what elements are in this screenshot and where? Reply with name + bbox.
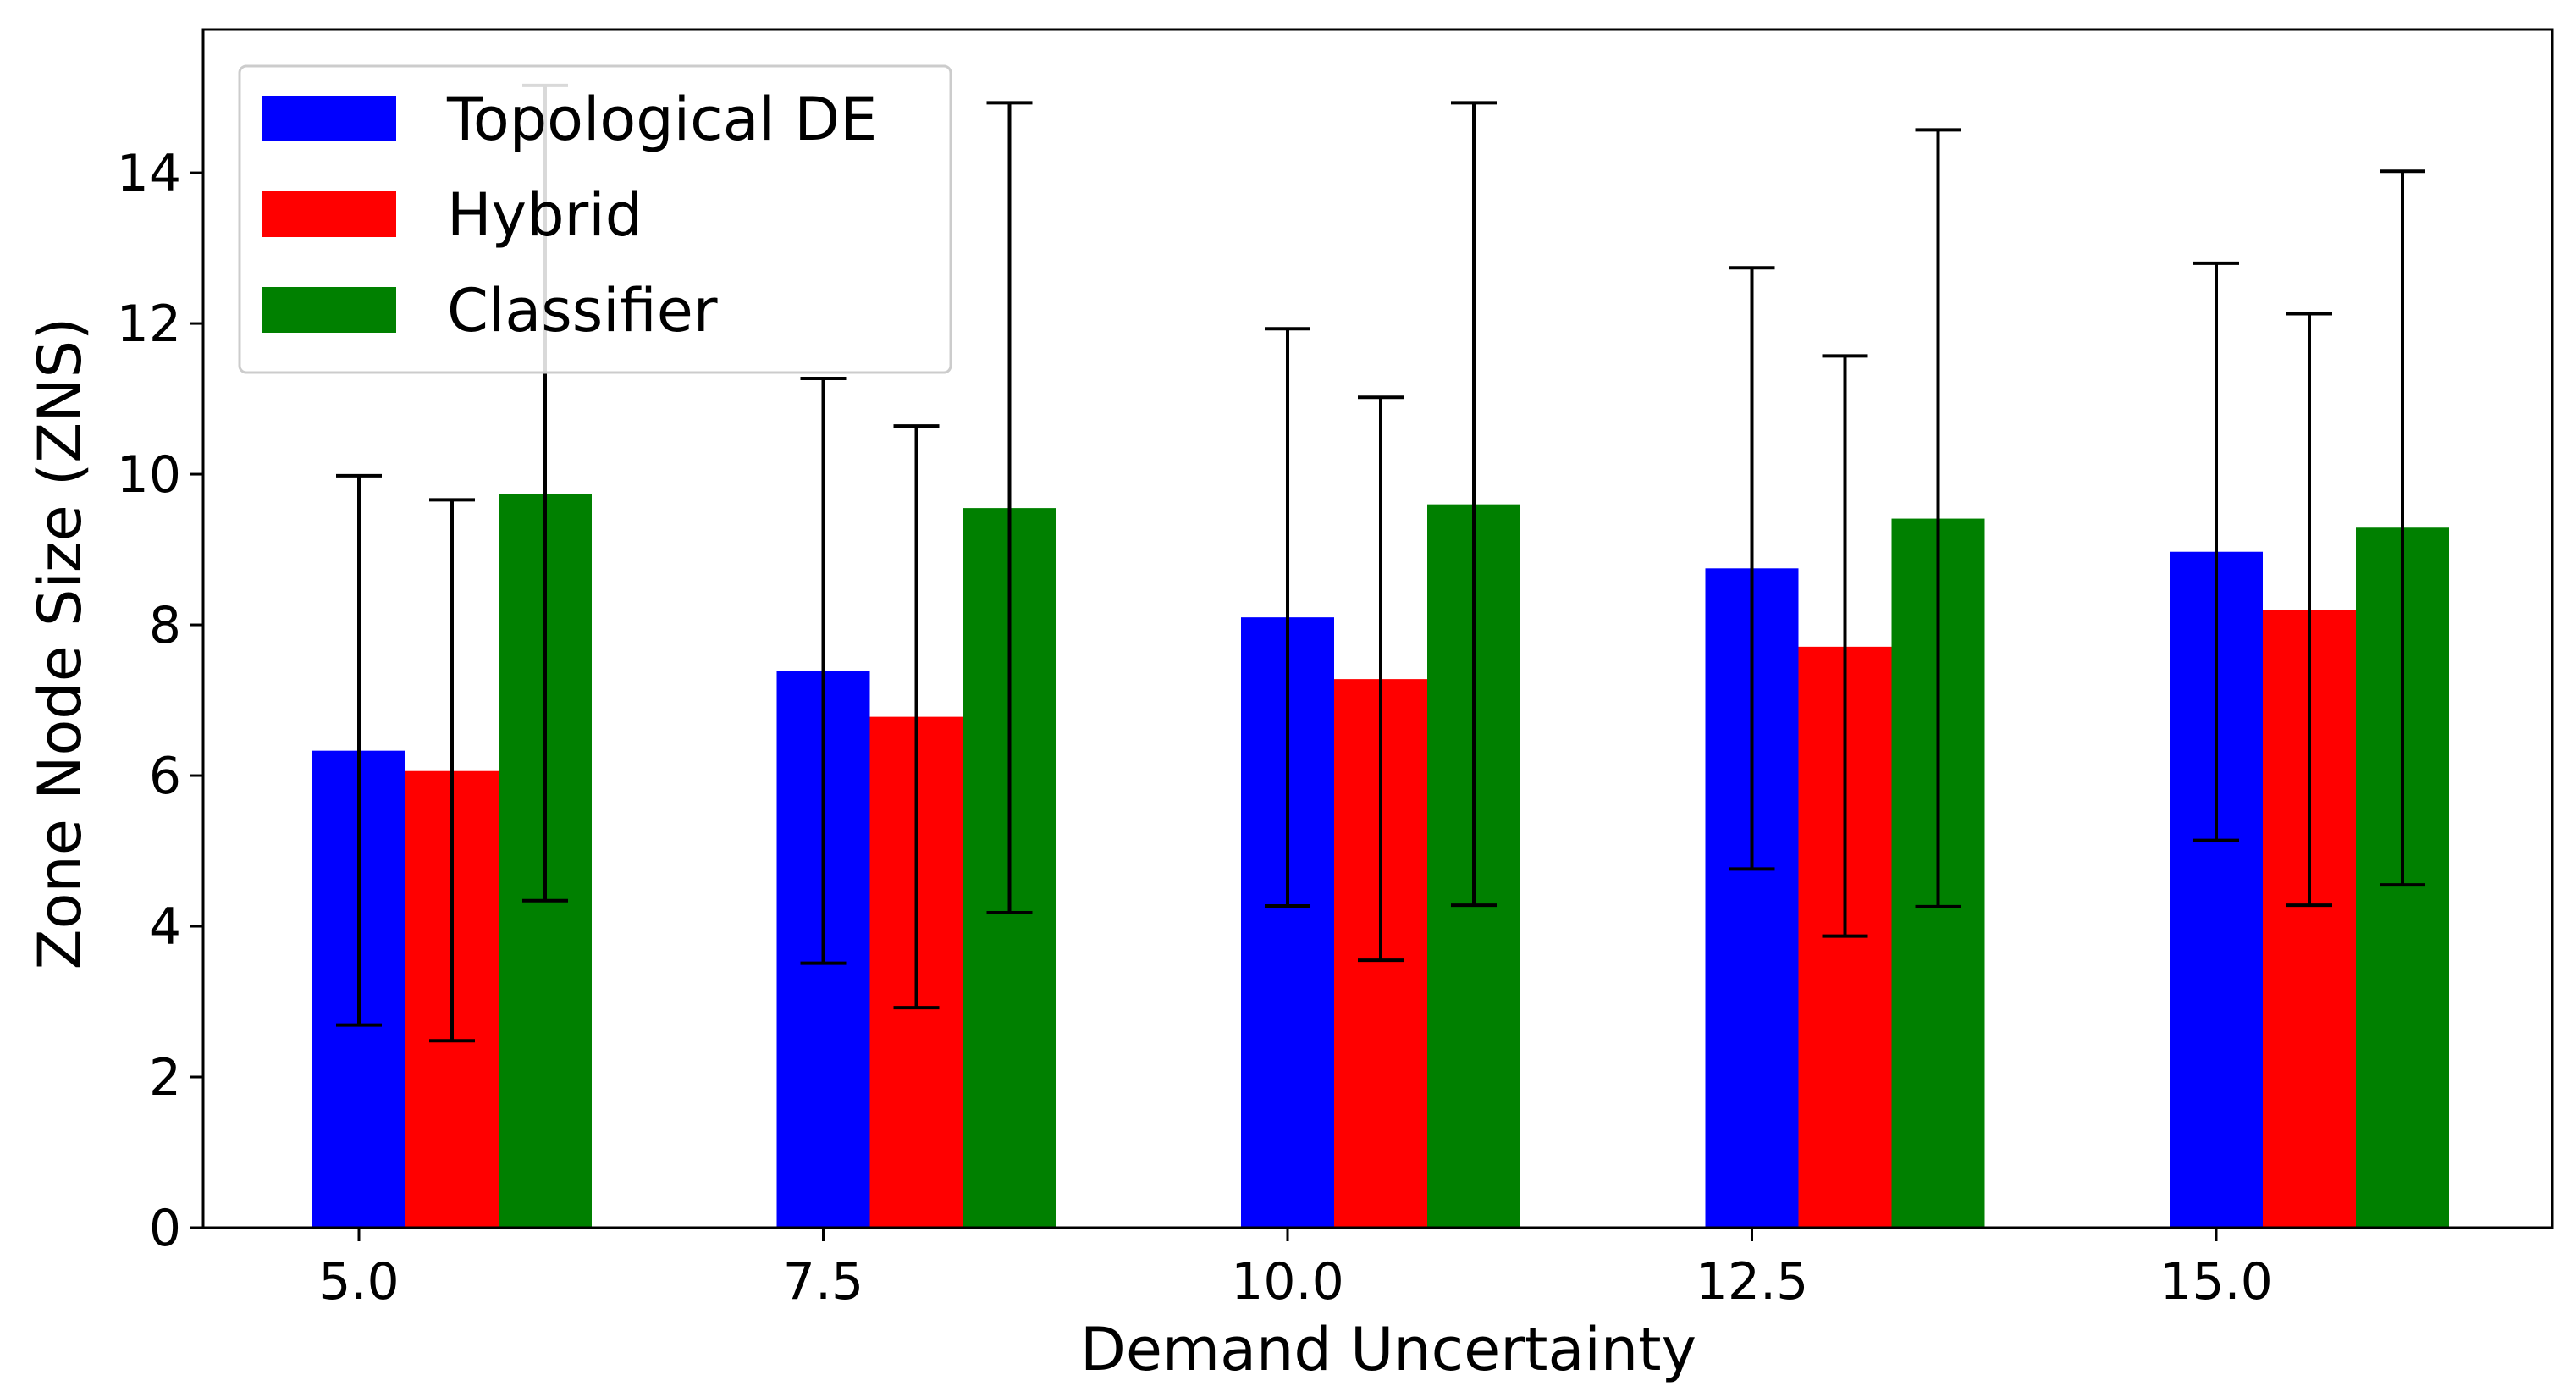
legend-swatch-classifier xyxy=(262,287,396,333)
error-bar-classifier-7-5 xyxy=(986,101,1033,915)
error-bar-classifier-10-0 xyxy=(1451,101,1497,908)
x-tick-label: 15.0 xyxy=(2160,1252,2273,1311)
error-bar-hybrid-15-0 xyxy=(2286,312,2332,908)
error-bar-topological-de-7-5 xyxy=(800,377,847,965)
legend-swatch-hybrid xyxy=(262,191,396,237)
error-bars-layer xyxy=(336,83,2425,1043)
error-bar-classifier-15-0 xyxy=(2380,169,2425,887)
y-tick-label: 12 xyxy=(117,295,181,354)
y-tick-label: 14 xyxy=(117,144,181,203)
x-tick-label: 5.0 xyxy=(318,1252,399,1311)
x-tick-label: 7.5 xyxy=(783,1252,863,1311)
legend-box xyxy=(238,64,952,374)
error-bar-classifier-12-5 xyxy=(1915,128,1961,908)
x-tick-label: 10.0 xyxy=(1231,1252,1344,1311)
error-bar-topological-de-15-0 xyxy=(2193,261,2239,842)
legend-label-hybrid: Hybrid xyxy=(447,180,643,250)
y-axis-title: Zone Node Size (ZNS) xyxy=(25,318,95,970)
plot-frame xyxy=(201,28,2554,1229)
axes-layer: 0 2 4 6 8 10 12 14 5.0 7.5 10.0 12.5 15.0 xyxy=(117,28,2554,1311)
y-tick-label: 0 xyxy=(149,1199,181,1258)
y-tick-label: 10 xyxy=(117,445,181,505)
y-tick-label: 8 xyxy=(149,596,181,655)
y-tick-label: 4 xyxy=(149,897,181,957)
bars-layer xyxy=(312,494,2449,1228)
error-bar-topological-de-12-5 xyxy=(1729,266,1775,871)
legend-label-topological-de: Topological DE xyxy=(446,85,877,154)
legend-label-classifier: Classifier xyxy=(447,276,718,345)
legend-swatch-topological-de xyxy=(262,96,396,141)
error-bar-hybrid-7-5 xyxy=(893,424,940,1010)
legend: Topological DE Hybrid Classifier xyxy=(238,64,952,374)
error-bar-topological-de-10-0 xyxy=(1265,327,1310,908)
y-tick-label: 6 xyxy=(149,747,181,806)
error-bar-hybrid-12-5 xyxy=(1822,354,1868,938)
error-bar-hybrid-10-0 xyxy=(1358,395,1404,963)
y-tick-label: 2 xyxy=(149,1048,181,1107)
x-axis-title: Demand Uncertainty xyxy=(1080,1315,1696,1384)
error-bar-topological-de-5-0 xyxy=(336,473,382,1027)
x-tick-label: 12.5 xyxy=(1696,1252,1809,1311)
error-bar-hybrid-5-0 xyxy=(429,498,475,1043)
